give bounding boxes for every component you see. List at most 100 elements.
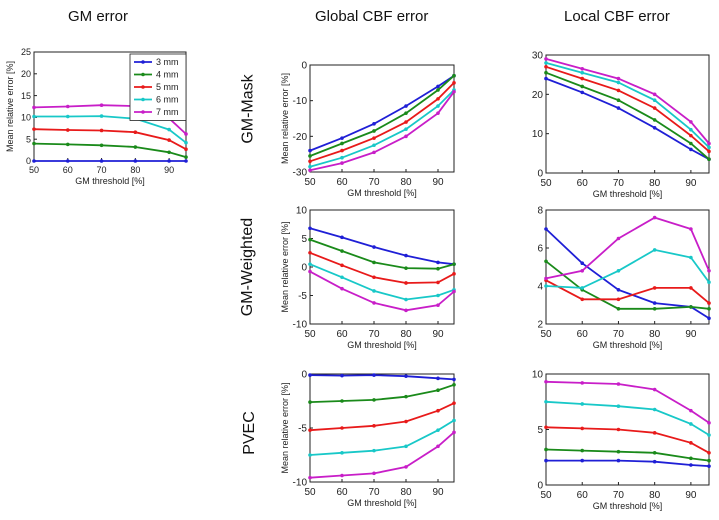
data-point-4-mm [652,307,657,311]
legend-marker-7-mm [141,110,145,114]
data-point-6-mm [372,289,376,293]
series-line-5-mm [309,251,455,284]
data-point-3-mm [372,373,376,377]
data-point-6-mm [32,114,36,119]
series-group [308,73,456,173]
series-group [544,57,711,162]
series-line-3-mm [309,227,455,266]
series-line-7-mm [545,216,710,280]
data-point-4-mm [652,451,657,455]
legend-marker-6-mm [141,97,145,102]
data-point-6-mm [544,399,548,404]
data-point-4-mm [707,157,711,162]
series-line-6-mm [309,89,455,168]
data-point-4-mm [452,383,456,387]
x-tick-label: 70 [97,165,107,175]
data-point-5-mm [580,297,585,302]
x-tick-label: 80 [649,490,661,501]
series-line-3-mm [309,374,455,381]
data-point-7-mm [99,103,104,107]
data-point-5-mm [404,281,408,285]
data-point-6-mm [652,248,657,252]
data-point-5-mm [372,275,376,280]
data-point-4-mm [616,449,621,454]
data-point-3-mm [32,159,36,163]
x-axis-label: GM threshold [%] [347,340,417,350]
data-point-7-mm [404,134,408,139]
data-point-7-mm [340,161,344,165]
data-point-3-mm [308,148,312,153]
local-gm-weighted-chart: 50 60 70 80 90 2 4 6 8 GM threshold [%] [537,206,711,350]
series-line-5-mm [33,128,187,150]
data-point-5-mm [452,272,456,276]
data-point-5-mm [652,431,657,435]
legend-marker-5-mm [141,85,145,89]
x-tick-label: 70 [368,177,380,188]
y-tick-label: 0 [301,263,307,274]
local-pvec-chart: 50 60 70 80 90 0 5 10 GM threshold [%] [532,370,711,511]
data-point-6-mm [689,127,693,132]
data-point-3-mm [404,374,408,378]
data-point-3-mm [707,464,711,468]
data-point-5-mm [544,425,548,430]
row-title-gm-weighted: GM-Weighted [239,217,257,317]
data-point-7-mm [436,444,440,449]
data-point-4-mm [308,237,312,242]
y-tick-label: 10 [21,113,31,123]
x-tick-label: 50 [304,329,316,340]
series-line-6-mm [545,248,710,289]
y-tick-label: -10 [293,478,308,489]
data-point-6-mm [452,418,456,423]
data-point-4-mm [707,458,711,463]
y-tick-label: -10 [293,96,308,107]
x-tick-label: 50 [540,490,552,501]
data-point-3-mm [580,261,585,265]
x-tick-label: 60 [336,177,348,188]
data-point-6-mm [707,433,711,437]
data-point-4-mm [99,143,104,148]
x-tick-label: 50 [29,165,39,175]
y-tick-label: -5 [298,424,307,435]
data-point-6-mm [436,428,440,432]
data-point-4-mm [452,73,456,78]
data-point-7-mm [452,289,456,294]
data-point-6-mm [308,262,312,266]
data-point-4-mm [372,129,376,133]
y-tick-label: 0 [537,169,543,180]
local-gm-mask-chart: 50 60 70 80 90 0 10 20 30 GM threshold [%] [532,51,711,199]
data-point-6-mm [436,293,440,298]
x-tick-label: 80 [130,165,140,175]
data-point-4-mm [308,400,312,404]
series-line-4-mm [309,238,455,270]
series-line-4-mm [545,260,710,310]
data-point-3-mm [308,373,312,377]
data-point-7-mm [452,89,456,94]
data-point-5-mm [616,88,621,93]
data-point-4-mm [580,84,585,89]
data-point-4-mm [689,141,693,146]
y-tick-label: -5 [298,291,307,302]
data-point-6-mm [340,155,344,160]
y-tick-label: 20 [532,90,544,101]
data-point-3-mm [689,463,693,467]
data-point-5-mm [133,130,138,135]
x-tick-label: 80 [649,329,661,340]
data-point-6-mm [184,140,188,145]
legend: 3 mm 4 mm 5 mm 6 mm 7 mm [129,53,187,121]
data-point-6-mm [167,127,171,132]
global-gm-weighted-chart: 50 60 70 80 90 -10 -5 0 5 10 GM threshold [%] Mean … [280,206,456,350]
x-tick-label: 80 [400,177,412,188]
series-line-6-mm [545,62,710,149]
x-tick-label: 90 [685,490,697,501]
data-point-3-mm [340,136,344,140]
series-line-7-mm [545,58,710,145]
data-point-5-mm [707,301,711,305]
y-tick-label: -10 [293,320,308,331]
y-tick-label: 25 [21,47,31,57]
data-point-3-mm [65,159,70,163]
x-tick-label: 70 [368,329,380,340]
data-point-7-mm [544,276,548,281]
data-point-4-mm [65,142,70,147]
data-point-7-mm [452,430,456,435]
series-line-3-mm [545,228,710,320]
